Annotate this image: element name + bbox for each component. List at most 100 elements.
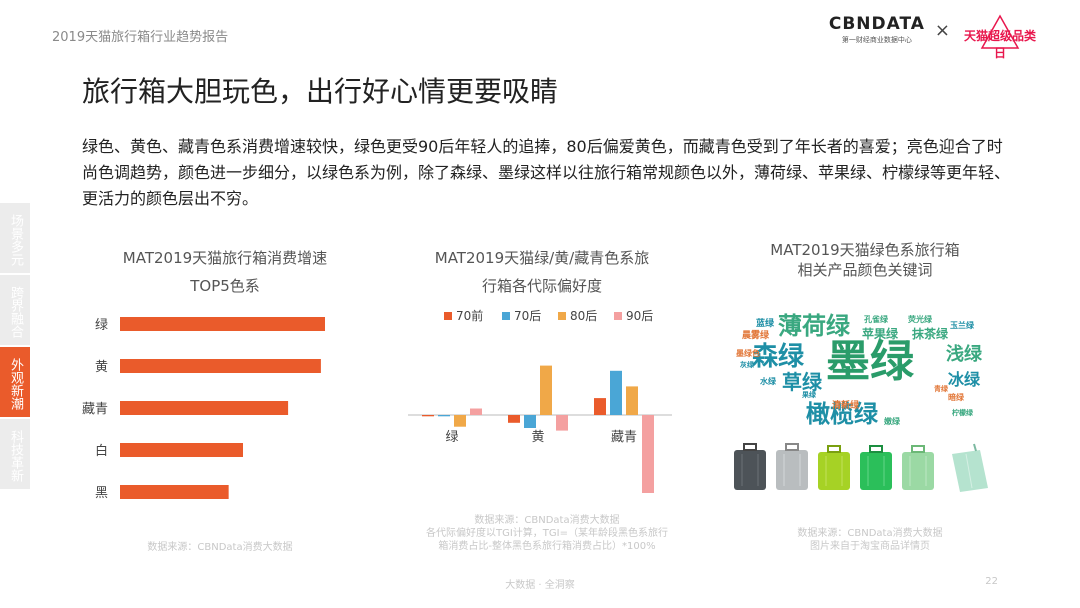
keyword-cloud-word: 柠檬绿 [952,409,973,417]
keyword-cloud-word: 水绿 [760,377,776,386]
times-icon: × [934,20,950,41]
chart2-category-label: 绿 [445,430,458,445]
suitcase-dark-gray-icon [734,443,766,490]
cbndata-logo: CBNDATA 第一财经商业数据中心 [829,14,925,45]
keyword-cloud-word: 森绿 [752,342,805,372]
chart2-source-line3: 箱消费占比-整体黑色系旅行箱消费占比）*100% [438,541,656,552]
chart3-source-line1: 数据来源：CBNData消费大数据 [797,528,943,539]
chart1-bar [120,443,243,457]
keyword-cloud-word: 墨绿 [826,336,914,387]
keyword-cloud-word: 嫩绿 [884,417,900,426]
chart2-title-line1: MAT2019天猫绿/黄/藏青色系旅 [434,249,650,267]
keyword-cloud-word: 孔雀绿 [864,315,888,324]
chart2-bar [626,386,638,415]
page-number: 22 [985,576,998,587]
chart1-bar [120,485,229,499]
chart2-bar [524,415,536,428]
keyword-cloud-word: 玉兰绿 [950,321,974,330]
side-nav-item-1[interactable]: 场景多元 [0,203,30,273]
chart1-category-label: 黄 [95,360,108,375]
cbndata-logo-text: CBNDATA [828,14,925,34]
chart1-bar [120,401,289,415]
chart2-title-line2: 行箱各代际偏好度 [481,277,602,295]
intro-paragraph: 绿色、黄色、藏青色系消费增速较快，绿色更受90后年轻人的追捧，80后偏爱黄色，而… [82,137,1011,208]
suitcase-silver-icon [776,443,808,490]
chart3-title-line1: MAT2019天猫绿色系旅行箱 [770,241,960,259]
chart2-category-label: 藏青 [611,430,637,445]
chart2-bar [422,415,434,417]
chart3-source-line2: 图片来自于淘宝商品详情页 [810,541,930,552]
chart2-category-label: 黄 [531,430,544,445]
keyword-cloud-word: 荧光绿 [908,315,932,324]
chart1-category-label: 黑 [95,486,108,501]
chart1-title-line1: MAT2019天猫旅行箱消费增速 [122,249,328,267]
chart2-bar [540,365,552,415]
chart3-source: 数据来源：CBNData消费大数据 图片来自于淘宝商品详情页 [745,527,995,553]
chart2-bar [642,415,654,493]
keyword-cloud-word: 浅绿 [946,344,982,365]
chart2-source-line1: 数据来源：CBNData消费大数据 [474,515,620,526]
footer-slogan: 大数据 · 全洞察 [505,580,575,591]
suitcase-light-green-icon [902,445,934,490]
keyword-cloud-word: 墨绿色 [736,349,760,358]
chart1-category-label: 绿 [95,318,108,333]
chart2-legend-label: 70前 [456,308,483,323]
side-nav-item-4[interactable]: 科技革新 [0,419,30,489]
chart2-legend-label: 80后 [570,309,597,323]
keyword-cloud-word: 苹果绿 [862,327,899,341]
chart1-category-label: 白 [95,443,108,459]
page-title: 旅行箱大胆玩色，出行好心情更要吸睛 [82,75,559,108]
keyword-cloud-word: 抹茶绿 [912,327,949,341]
side-nav-item-3[interactable]: 外观新潮 [0,347,30,417]
tmall-logo-text: 天猫超级品类日 [963,29,1036,60]
keyword-cloud: 墨绿 薄荷绿 森绿 橄榄绿 草绿 浅绿冰绿 苹果绿 抹茶绿 孔雀绿 蓝绿晨雾绿 荧光绿墨绿色水绿暗绿… [734,310,994,440]
keyword-cloud-word: 灰绿 [740,361,754,369]
chart1-bar [120,317,325,331]
tmall-triangle-icon [980,14,1020,49]
chart2-legend-swatch [558,312,566,320]
suitcase-green-icon [860,445,892,490]
chart1-title: MAT2019天猫旅行箱消费增速 TOP5色系 [90,244,360,300]
cbndata-subtitle: 第一财经商业数据中心 [841,36,912,44]
keyword-cloud-word: 晨雾绿 [742,331,770,341]
keyword-cloud-word: 清新绿 [832,401,860,411]
keyword-cloud-word: 青绿 [934,385,948,393]
chart1-title-line2: TOP5色系 [190,277,260,295]
chart1-category-label: 藏青 [82,402,108,417]
chart2-bar [454,415,466,427]
suitcase-mint-icon [952,443,988,492]
chart2-source-line2: 各代际偏好度以TGI计算，TGI=（某年龄段黑色系旅行 [426,528,668,539]
chart2-legend-swatch [444,312,452,320]
chart2-legend-swatch [614,312,622,320]
chart2-legend-swatch [502,312,510,320]
chart2-legend-label: 70后 [514,309,541,323]
suitcase-lime-icon [818,445,850,490]
brand-area: CBNDATA 第一财经商业数据中心 × 天猫超级品类日 [829,14,1040,60]
keyword-cloud-word: 橄榄绿 [806,400,878,428]
chart2-bar [594,398,606,415]
chart2-title: MAT2019天猫绿/黄/藏青色系旅 行箱各代际偏好度 [402,244,682,300]
keyword-cloud-word: 草绿 [782,370,822,394]
chart2-source: 数据来源：CBNData消费大数据 各代际偏好度以TGI计算，TGI=（某年龄段… [402,514,692,553]
keyword-cloud-word: 果绿 [802,391,816,399]
chart2-bar [438,415,450,417]
report-title: 2019天猫旅行箱行业趋势报告 [52,30,229,45]
side-nav: 场景多元 跨界融合 外观新潮 科技革新 [0,203,30,491]
chart2-legend-label: 90后 [626,309,653,323]
chart3-title: MAT2019天猫绿色系旅行箱 相关产品颜色关键词 [735,240,995,280]
keyword-cloud-word: 蓝绿 [756,319,775,329]
tmall-logo: 天猫超级品类日 [960,14,1040,60]
chart2-bar [556,415,568,431]
keyword-cloud-word: 暗绿 [948,393,964,402]
chart2-bar [470,408,482,415]
keyword-cloud-word: 薄荷绿 [778,312,850,340]
chart2-bar [508,415,520,423]
keyword-cloud-word: 冰绿 [948,370,981,389]
side-nav-item-2[interactable]: 跨界融合 [0,275,30,345]
chart1-source: 数据来源：CBNData消费大数据 [147,542,293,553]
chart3-title-line2: 相关产品颜色关键词 [797,261,933,279]
chart2-bar [610,370,622,415]
suitcase-images [734,443,988,492]
